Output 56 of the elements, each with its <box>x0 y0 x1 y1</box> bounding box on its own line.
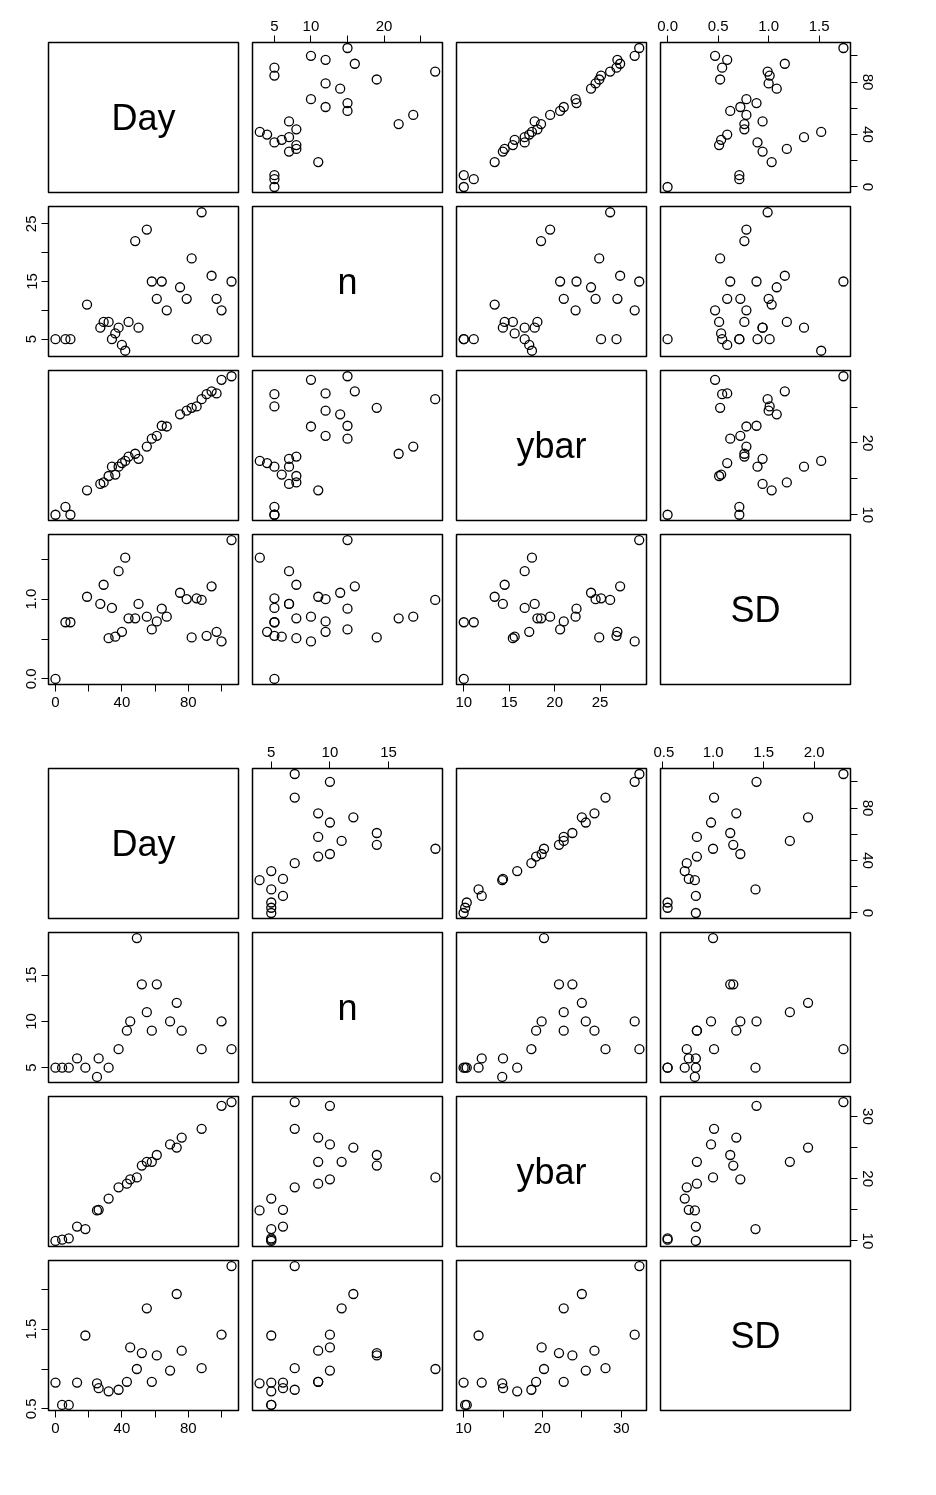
y-tick-label: 10 <box>22 1013 40 1030</box>
text: SD <box>730 589 781 630</box>
x-tick-label: 20 <box>375 16 393 34</box>
y-tick-label: 20 <box>859 1170 877 1187</box>
x-tick-label: 0.5 <box>707 16 729 34</box>
y-tick-label: 0.5 <box>22 1398 40 1420</box>
x-tick-label: 1.5 <box>753 742 775 760</box>
x-tick-label: 80 <box>180 692 197 710</box>
text: n <box>337 987 358 1028</box>
x-tick-label: 20 <box>534 1418 551 1436</box>
y-tick-label: 0 <box>859 908 877 918</box>
text: Day <box>111 97 176 138</box>
x-tick-label: 5 <box>267 742 276 760</box>
x-tick-label: 10 <box>455 692 473 710</box>
y-tick-label: 1.0 <box>22 588 40 610</box>
x-tick-label: 25 <box>591 692 609 710</box>
text: SD <box>730 1315 781 1356</box>
x-tick-label: 1.0 <box>702 742 724 760</box>
x-tick-label: 0.5 <box>653 742 675 760</box>
x-tick-label: 10 <box>321 742 339 760</box>
y-tick-label: 0.0 <box>22 668 40 690</box>
x-tick-label: 30 <box>612 1418 630 1436</box>
x-tick-label: 2.0 <box>803 742 825 760</box>
x-tick-label: 15 <box>500 692 518 710</box>
x-tick-label: 15 <box>380 742 397 760</box>
x-tick-label: 0 <box>51 1418 60 1436</box>
y-tick-label: 10 <box>859 506 877 524</box>
text: n <box>337 261 358 302</box>
y-tick-label: 80 <box>859 799 877 817</box>
x-tick-label: 0 <box>51 692 60 710</box>
y-tick-label: 5 <box>22 335 40 344</box>
text: Day <box>111 823 176 864</box>
y-tick-label: 15 <box>22 966 40 984</box>
y-tick-label: 40 <box>859 126 877 143</box>
x-tick-label: 10 <box>455 1418 472 1436</box>
x-tick-label: 40 <box>113 692 131 710</box>
x-tick-label: 80 <box>180 1418 197 1436</box>
y-tick-label: 40 <box>859 852 877 869</box>
text: ybar <box>516 1151 587 1192</box>
y-tick-label: 0 <box>859 182 877 192</box>
y-tick-label: 15 <box>22 273 40 290</box>
x-tick-label: 5 <box>270 16 279 34</box>
x-tick-label: 0.0 <box>657 16 679 34</box>
x-tick-label: 1.0 <box>758 16 780 34</box>
y-tick-label: 5 <box>22 1063 40 1072</box>
x-tick-label: 20 <box>546 692 564 710</box>
y-tick-label: 20 <box>859 434 877 452</box>
y-tick-label: 1.5 <box>22 1318 40 1340</box>
x-tick-label: 10 <box>302 16 320 34</box>
y-tick-label: 25 <box>22 215 40 233</box>
x-tick-label: 1.5 <box>808 16 830 34</box>
y-tick-label: 80 <box>859 73 877 91</box>
y-tick-label: 10 <box>859 1232 877 1250</box>
text: ybar <box>516 425 587 466</box>
x-tick-label: 40 <box>113 1418 131 1436</box>
y-tick-label: 30 <box>859 1108 877 1125</box>
